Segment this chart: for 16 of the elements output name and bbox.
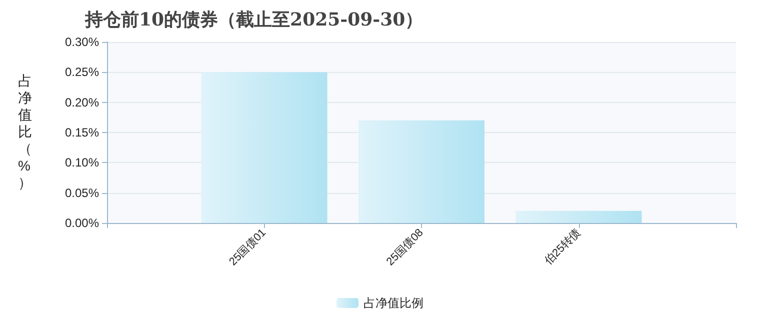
y-tick-label: 0.25% bbox=[64, 65, 100, 80]
x-tick-label: 伯25转债 bbox=[542, 226, 583, 268]
chart-title: 持仓前10的债券（截止至2025-09-30） bbox=[84, 10, 424, 30]
x-tick-label: 25国债08 bbox=[384, 226, 426, 268]
bar bbox=[516, 210, 642, 223]
y-tick-label: 0.15% bbox=[64, 126, 100, 140]
y-axis-title: 占净值比（%） bbox=[18, 72, 32, 190]
y-tick-label: 0.00% bbox=[64, 216, 100, 230]
bar bbox=[358, 120, 484, 223]
y-tick-label: 0.30% bbox=[64, 35, 100, 49]
y-tick-label: 0.10% bbox=[64, 156, 100, 170]
bar bbox=[201, 72, 328, 223]
legend-label: 占净值比例 bbox=[364, 296, 424, 310]
x-tick-label: 25国债01 bbox=[227, 226, 268, 268]
y-tick-label: 0.20% bbox=[64, 95, 100, 110]
y-tick-label: 0.05% bbox=[64, 186, 100, 200]
